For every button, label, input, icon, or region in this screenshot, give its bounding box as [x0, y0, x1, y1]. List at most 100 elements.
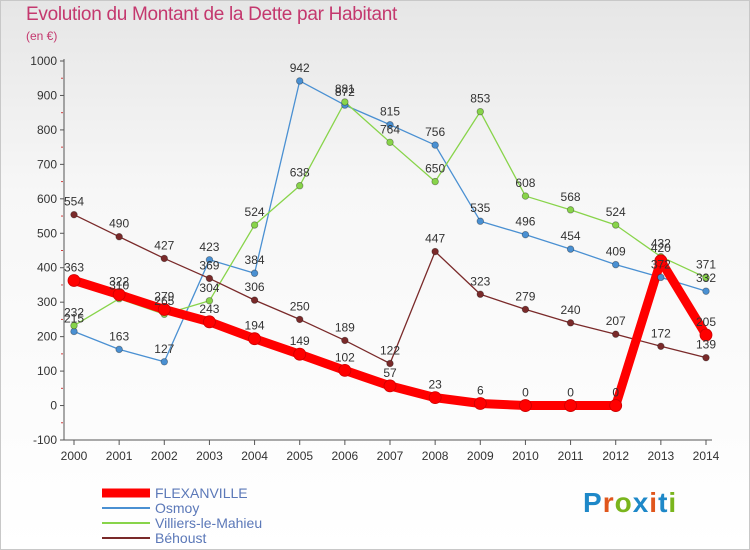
data-point — [521, 305, 530, 314]
data-label: 490 — [109, 217, 129, 231]
y-tick-label: 200 — [37, 330, 57, 344]
y-tick-label: -100 — [33, 433, 57, 447]
data-point — [115, 345, 123, 354]
data-labels: 363 322 279 243 194 149 102 57 23 6 0 0 0 420 205 215 16… — [64, 61, 716, 400]
x-tick-label: 2005 — [286, 449, 313, 463]
data-label: 323 — [470, 274, 490, 288]
x-tick-label: 2009 — [467, 449, 494, 463]
data-point — [112, 288, 126, 302]
y-tick-label: 300 — [37, 295, 57, 309]
data-point — [160, 254, 168, 263]
data-label: 332 — [696, 271, 716, 285]
data-point — [250, 221, 259, 229]
data-label: 524 — [606, 205, 626, 219]
data-label: 384 — [245, 253, 265, 267]
data-point — [250, 269, 259, 277]
data-label: 240 — [561, 303, 581, 317]
data-label: 149 — [290, 334, 310, 348]
data-label: 853 — [470, 92, 490, 106]
data-label: 57 — [383, 366, 397, 380]
data-label: 265 — [154, 294, 174, 308]
data-points — [67, 77, 713, 412]
data-point — [386, 138, 394, 147]
data-point — [115, 233, 123, 241]
data-point — [473, 397, 487, 410]
y-tick-label: 500 — [37, 226, 57, 240]
data-label: 409 — [606, 245, 626, 259]
x-tick-label: 2003 — [196, 449, 223, 463]
proxiti-logo: Proxiti — [583, 487, 677, 519]
data-point — [699, 328, 713, 342]
data-point — [338, 364, 352, 377]
data-label: 638 — [290, 166, 310, 180]
data-label: 250 — [290, 299, 310, 313]
data-point — [248, 332, 261, 346]
y-tick-label: 0 — [50, 399, 57, 413]
data-label: 322 — [109, 275, 129, 289]
legend-label: Villiers-le-Mahieu — [155, 515, 262, 531]
y-tick-label: 1000 — [30, 54, 57, 68]
data-point — [702, 287, 710, 295]
data-point — [160, 358, 168, 366]
data-label: 756 — [425, 125, 445, 139]
logo-letter: i — [668, 487, 678, 518]
x-tick-label: 2002 — [151, 449, 178, 463]
data-point — [566, 319, 575, 327]
data-point — [476, 217, 484, 225]
data-point — [296, 315, 304, 324]
data-point — [657, 273, 665, 282]
legend: FLEXANVILLEOsmoyVilliers-le-MahieuBéhous… — [102, 485, 262, 546]
data-label: 189 — [335, 320, 355, 334]
data-point — [612, 221, 620, 229]
data-point — [70, 321, 78, 330]
data-point — [702, 274, 710, 282]
data-point — [386, 359, 394, 368]
y-tick-label: 100 — [37, 364, 57, 378]
data-point — [476, 107, 484, 116]
data-point — [205, 256, 214, 264]
x-tick-label: 2012 — [602, 449, 629, 463]
data-label: 172 — [651, 326, 671, 340]
chart-subtitle: (en €) — [26, 29, 58, 43]
chart-title: Evolution du Montant de la Dette par Hab… — [26, 4, 397, 25]
data-label: 372 — [651, 257, 671, 271]
data-label: 369 — [199, 258, 219, 272]
y-tick-label: 400 — [37, 261, 57, 275]
x-tick-label: 2010 — [512, 449, 539, 463]
data-label: 6 — [477, 383, 484, 397]
axes: -100010020030040050060070080090010002000… — [30, 54, 719, 463]
data-label: 102 — [335, 350, 355, 364]
data-point — [566, 245, 575, 253]
data-point — [386, 121, 394, 129]
x-tick-label: 2000 — [61, 449, 88, 463]
y-tick-label: 600 — [37, 192, 57, 206]
data-label: 122 — [380, 344, 400, 358]
data-label: 608 — [515, 176, 535, 190]
data-label: 207 — [606, 314, 626, 328]
data-label: 205 — [696, 315, 716, 329]
data-label: 279 — [515, 289, 535, 303]
data-label: 535 — [470, 201, 490, 215]
data-label: 306 — [245, 280, 265, 294]
data-label: 454 — [561, 229, 581, 243]
x-tick-label: 2001 — [106, 449, 133, 463]
data-point — [203, 315, 216, 329]
data-label: 447 — [425, 232, 445, 246]
x-tick-label: 2013 — [648, 449, 675, 463]
y-tick-label: 800 — [37, 123, 57, 137]
data-label: 872 — [335, 85, 355, 99]
data-label: 127 — [154, 342, 174, 356]
data-label: 243 — [199, 302, 219, 316]
data-point — [67, 274, 81, 287]
logo-letter: i — [649, 487, 659, 518]
data-point — [205, 274, 214, 283]
data-point — [521, 192, 530, 200]
data-point — [341, 98, 349, 106]
x-tick-label: 2008 — [422, 449, 449, 463]
data-label: 496 — [515, 215, 535, 229]
data-point — [564, 399, 577, 412]
y-tick-label: 700 — [37, 157, 57, 171]
data-label: 0 — [567, 386, 574, 400]
data-label: 215 — [64, 311, 84, 325]
